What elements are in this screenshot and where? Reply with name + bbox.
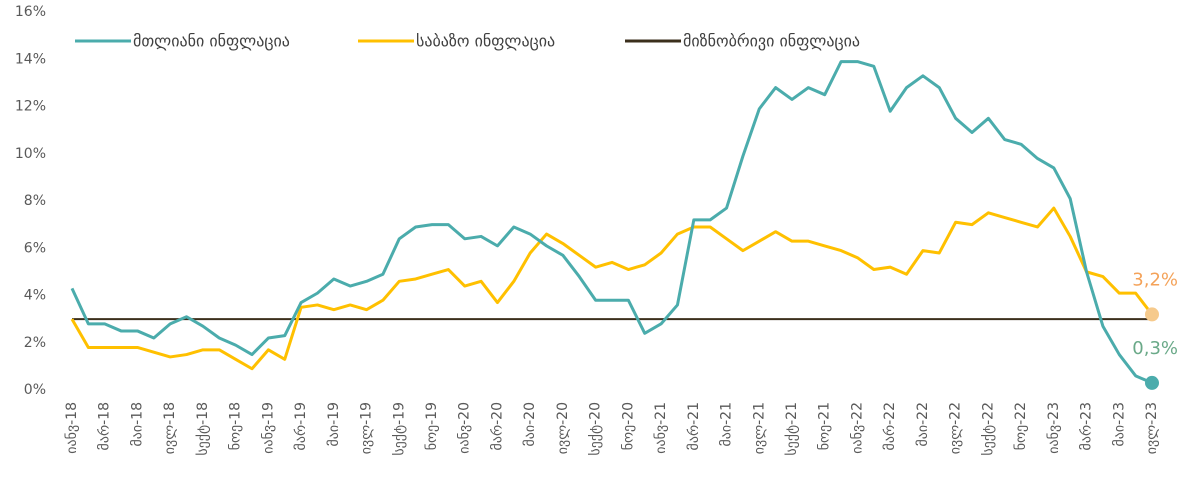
x-tick-label: მარ-21 bbox=[685, 402, 702, 450]
series-line bbox=[70, 206, 1154, 371]
x-tick-label: მარ-23 bbox=[1078, 402, 1095, 450]
x-tick-label: ნოე-21 bbox=[817, 402, 833, 450]
y-tick-label: 12% bbox=[15, 99, 46, 115]
x-tick-label: მაი-21 bbox=[719, 402, 735, 447]
data-label: 3,2% bbox=[1132, 269, 1178, 290]
x-tick-label: ივლ-23 bbox=[1144, 402, 1160, 454]
x-tick-label: სექტ-18 bbox=[195, 402, 211, 456]
x-tick-label: ნოე-19 bbox=[424, 402, 440, 450]
x-tick-label: მარ-18 bbox=[96, 402, 113, 450]
x-tick-label: მარ-19 bbox=[292, 402, 309, 450]
x-tick-label: მარ-22 bbox=[881, 402, 898, 450]
x-tick-label: ივლ-22 bbox=[948, 402, 964, 454]
x-tick-label: ნოე-20 bbox=[620, 402, 636, 450]
y-tick-label: 4% bbox=[24, 288, 46, 304]
x-tick-label: მარ-20 bbox=[488, 402, 505, 450]
y-tick-label: 10% bbox=[15, 146, 46, 162]
x-tick-label: სექტ-20 bbox=[588, 402, 604, 456]
x-tick-label: მაი-20 bbox=[522, 402, 538, 447]
x-tick-label: მაი-18 bbox=[129, 402, 145, 447]
x-tick-label: ივლ-20 bbox=[555, 402, 571, 454]
x-tick-label: იანვ-23 bbox=[1046, 402, 1062, 454]
x-tick-label: სექტ-22 bbox=[980, 402, 996, 456]
x-tick-label: იანვ-22 bbox=[849, 402, 865, 454]
x-tick-label: ივლ-21 bbox=[751, 402, 767, 454]
end-marker bbox=[1145, 375, 1159, 390]
end-marker bbox=[1145, 307, 1159, 322]
data-label: 0,3% bbox=[1132, 338, 1178, 359]
x-tick-label: ივლ-18 bbox=[162, 402, 178, 454]
x-tick-label: იანვ-19 bbox=[260, 402, 276, 454]
x-tick-label: იანვ-18 bbox=[64, 402, 80, 454]
y-tick-label: 6% bbox=[24, 240, 46, 256]
series-line bbox=[70, 60, 1153, 385]
legend-label: მთლიანი ინფლაცია bbox=[133, 32, 290, 51]
y-tick-label: 16% bbox=[15, 4, 46, 20]
y-tick-label: 14% bbox=[15, 51, 46, 67]
x-tick-label: ნოე-18 bbox=[228, 402, 244, 450]
x-tick-label: სექტ-19 bbox=[391, 402, 407, 456]
legend-label: საბაზო ინფლაცია bbox=[416, 32, 555, 51]
x-tick-label: იანვ-20 bbox=[457, 402, 473, 454]
x-tick-label: იანვ-21 bbox=[653, 402, 669, 454]
x-tick-label: ივლ-19 bbox=[359, 402, 375, 454]
legend-label: მიზნობრივი ინფლაცია bbox=[683, 32, 860, 51]
x-tick-label: მაი-22 bbox=[915, 402, 931, 447]
y-tick-label: 2% bbox=[24, 335, 46, 351]
y-tick-label: 0% bbox=[24, 382, 46, 398]
x-tick-label: მაი-19 bbox=[326, 402, 342, 447]
x-tick-label: ნოე-22 bbox=[1013, 402, 1029, 450]
x-tick-label: სექტ-21 bbox=[784, 402, 800, 456]
x-tick-label: მაი-23 bbox=[1111, 402, 1127, 447]
y-tick-label: 8% bbox=[24, 193, 46, 209]
